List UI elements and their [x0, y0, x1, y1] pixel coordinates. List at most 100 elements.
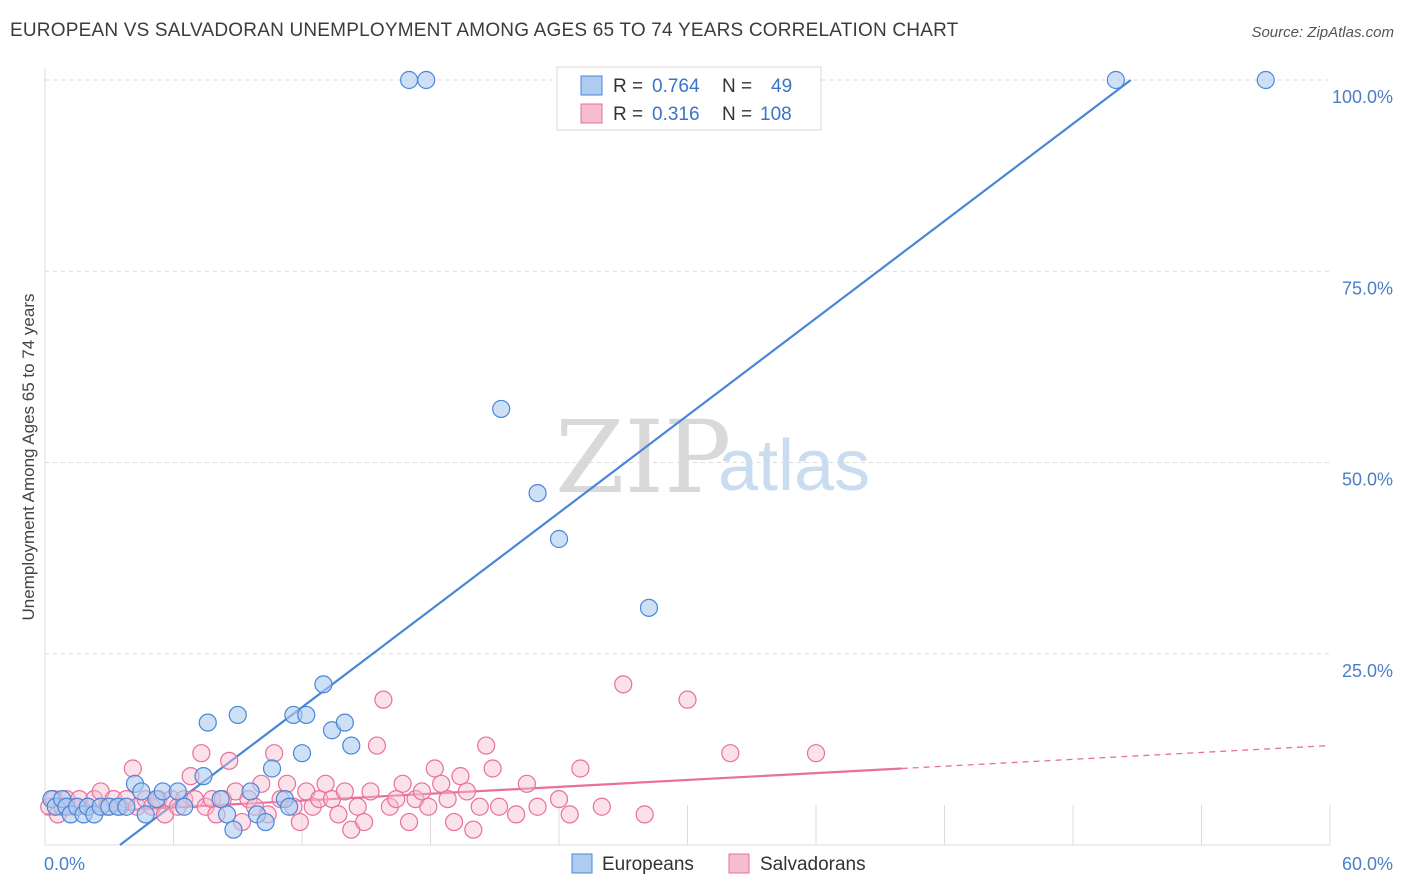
europeans-point: [1106, 70, 1125, 90]
europeans-point: [241, 782, 260, 801]
europeans-point: [224, 820, 243, 839]
correlation-legend: R = 0.764 N = 49 R = 0.316 N = 108: [556, 66, 822, 131]
salvadorans-point: [335, 782, 354, 801]
salvadorans-point: [451, 767, 470, 786]
europeans-point: [297, 705, 316, 725]
salvadorans-point: [290, 812, 309, 832]
legend-n-salvadorans: 108: [760, 104, 792, 125]
europeans-point: [198, 713, 217, 732]
salvadorans-point: [419, 797, 438, 816]
europeans-point: [292, 744, 312, 763]
salvadorans-point: [721, 744, 740, 763]
europeans-point: [256, 812, 275, 832]
salvadorans-point: [316, 774, 335, 793]
salvadorans-point: [123, 759, 142, 778]
legend-swatch-europeans: [580, 75, 603, 96]
salvadorans-point: [507, 805, 526, 824]
europeans-point: [280, 797, 299, 816]
salvadorans-trend-extension: [901, 744, 1331, 770]
europeans-point: [136, 805, 155, 824]
bottom-legend-salvadorans: Salvadorans: [760, 854, 866, 875]
europeans-point: [1256, 70, 1275, 90]
salvadorans-point: [592, 797, 611, 816]
watermark-atlas: atlas: [718, 426, 870, 506]
salvadorans-point: [310, 789, 329, 809]
salvadorans-point: [560, 805, 579, 824]
salvadorans-point: [192, 744, 211, 763]
legend-n-label-europeans: N =: [722, 76, 752, 97]
legend-r-europeans: 0.764: [652, 76, 700, 97]
salvadorans-point: [614, 675, 633, 694]
y-tick-label: 75.0%: [1342, 278, 1393, 298]
salvadorans-point: [444, 812, 464, 832]
salvadorans-point: [470, 797, 489, 816]
watermark-zip: ZIP: [555, 399, 731, 516]
salvadorans-point: [393, 774, 412, 793]
europeans-point: [228, 705, 247, 725]
y-tick-label: 25.0%: [1342, 661, 1393, 681]
y-tick-label: 100.0%: [1332, 87, 1393, 107]
europeans-point: [262, 759, 282, 778]
europeans-point: [211, 789, 230, 809]
europeans-point: [132, 782, 151, 801]
x-tick-label: 0.0%: [44, 854, 85, 874]
salvadorans-point: [489, 797, 509, 816]
salvadorans-point: [438, 789, 457, 809]
salvadorans-point: [464, 820, 483, 839]
salvadorans-point: [635, 805, 654, 824]
legend-swatch-salvadorans: [580, 103, 603, 124]
y-tick-label: 50.0%: [1342, 470, 1393, 490]
salvadorans-point: [412, 782, 432, 801]
salvadorans-point: [517, 774, 536, 793]
salvadorans-point: [457, 782, 477, 801]
salvadorans-point: [374, 690, 393, 709]
salvadorans-point: [387, 789, 406, 809]
salvadorans-point: [348, 797, 367, 816]
europeans-point: [335, 713, 354, 732]
salvadorans-point: [678, 690, 697, 709]
europeans-point: [528, 484, 547, 503]
axis-ticks: 25.0% 50.0% 75.0% 100.0% 0.0% 60.0%: [44, 87, 1393, 874]
salvadorans-point: [399, 812, 419, 832]
salvadorans-points: [40, 675, 826, 839]
europeans-point: [194, 767, 213, 786]
europeans-point: [117, 797, 136, 816]
x-tick-label: 60.0%: [1342, 854, 1393, 874]
europeans-point: [217, 805, 237, 824]
bottom-legend-swatch-europeans: [571, 853, 593, 874]
salvadorans-point: [806, 744, 826, 763]
salvadorans-point: [329, 805, 348, 824]
salvadorans-point: [549, 789, 569, 809]
salvadorans-point: [477, 736, 496, 755]
europeans-point: [549, 529, 569, 549]
salvadorans-point: [220, 751, 239, 770]
salvadorans-point: [483, 759, 502, 778]
europeans-point: [175, 797, 194, 816]
legend-r-salvadorans: 0.316: [652, 104, 700, 125]
salvadorans-point: [355, 812, 374, 832]
bottom-legend-swatch-salvadorans: [728, 853, 750, 874]
salvadorans-point: [277, 774, 297, 793]
salvadorans-point: [425, 759, 444, 778]
europeans-point: [314, 675, 333, 694]
y-axis-label: Unemployment Among Ages 65 to 74 years: [19, 294, 38, 621]
europeans-point: [492, 399, 511, 419]
legend-r-label-salvadorans: R =: [613, 104, 643, 125]
salvadorans-point: [432, 774, 451, 793]
salvadorans-point: [265, 744, 284, 763]
salvadorans-point: [367, 736, 387, 755]
salvadorans-point: [361, 782, 380, 801]
chart-title: EUROPEAN VS SALVADORAN UNEMPLOYMENT AMON…: [10, 20, 959, 41]
europeans-points: [42, 70, 1275, 839]
europeans-point: [639, 598, 659, 617]
europeans-point: [168, 782, 187, 801]
bottom-legend-europeans: Europeans: [602, 854, 694, 875]
series-legend: Europeans Salvadorans: [571, 853, 866, 875]
salvadorans-point: [528, 797, 547, 816]
source-label: Source: ZipAtlas.com: [1251, 24, 1394, 41]
europeans-point: [399, 70, 419, 90]
europeans-point: [342, 736, 361, 755]
legend-n-label-salvadorans: N =: [722, 104, 752, 125]
europeans-point: [417, 70, 436, 90]
